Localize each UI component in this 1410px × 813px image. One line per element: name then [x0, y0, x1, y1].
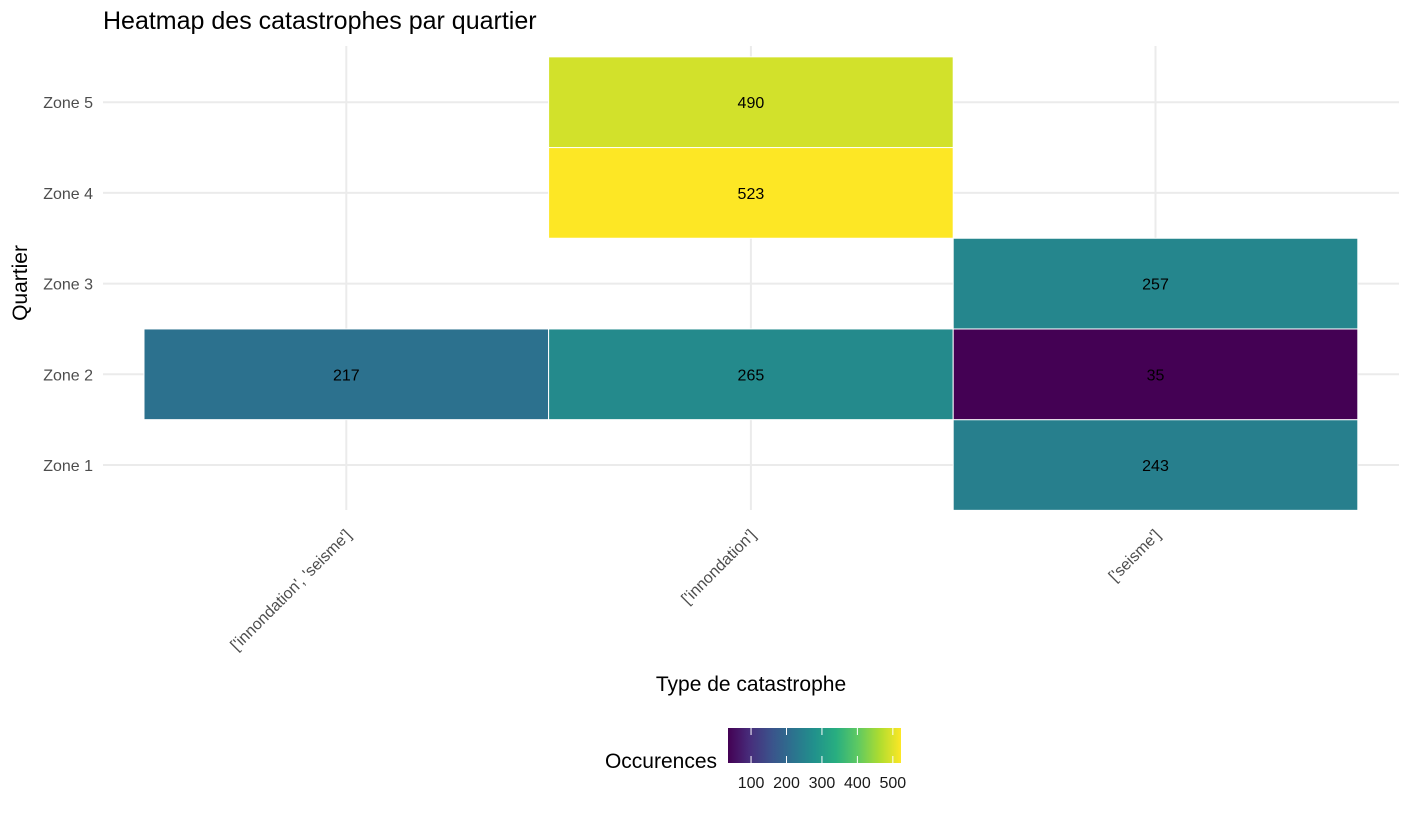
legend-colorbar: [728, 728, 901, 763]
heatmap-cell: [548, 328, 954, 421]
color-legend: Occurences 100 200 300 400 500: [605, 728, 906, 792]
y-tick-label: Zone 2: [43, 367, 93, 384]
y-tick-label: Zone 5: [43, 95, 93, 112]
x-tick-label: ['innondation', 'seisme']: [228, 527, 356, 655]
legend-ticks: 100 200 300 400 500: [738, 728, 906, 792]
cell-value-label: 265: [738, 367, 765, 384]
chart-title: Heatmap des catastrophes par quartier: [103, 7, 537, 35]
heatmap-cell: [548, 147, 954, 239]
legend-tick-label: 300: [809, 775, 836, 792]
x-axis-title: Type de catastrophe: [656, 673, 846, 696]
heatmap-cell: [952, 237, 1359, 330]
y-tick-label: Zone 4: [43, 186, 93, 203]
cell-value-label: 35: [1147, 367, 1165, 384]
cell-value-label: 217: [333, 367, 360, 384]
cell-value-label: 523: [738, 186, 765, 203]
cell-value-label: 257: [1142, 277, 1169, 294]
heatmap-cell: [952, 419, 1359, 511]
x-axis-tick-labels: ['innondation', 'seisme'] ['innondation']…: [228, 527, 1165, 655]
heatmap-cell: [952, 328, 1359, 421]
heatmap-cell: [143, 328, 550, 421]
legend-title: Occurences: [605, 750, 717, 773]
legend-tick-label: 200: [773, 775, 800, 792]
legend-tick-label: 100: [738, 775, 765, 792]
x-tick-label: ['seisme']: [1106, 527, 1164, 585]
cell-value-label: 490: [738, 95, 765, 112]
cell-value-label: 243: [1142, 458, 1169, 475]
y-tick-label: Zone 1: [43, 458, 93, 475]
y-tick-label: Zone 3: [43, 277, 93, 294]
y-axis-title: Quartier: [9, 245, 32, 321]
legend-tick-label: 500: [879, 775, 906, 792]
heatmap-cell: [548, 56, 954, 149]
y-axis-tick-labels: Zone 1 Zone 2 Zone 3 Zone 4 Zone 5: [43, 95, 93, 475]
x-tick-label: ['innondation']: [679, 527, 760, 608]
legend-tick-label: 400: [844, 775, 871, 792]
heatmap-cells: 217 265 523 490 243 35 257: [143, 56, 1359, 511]
